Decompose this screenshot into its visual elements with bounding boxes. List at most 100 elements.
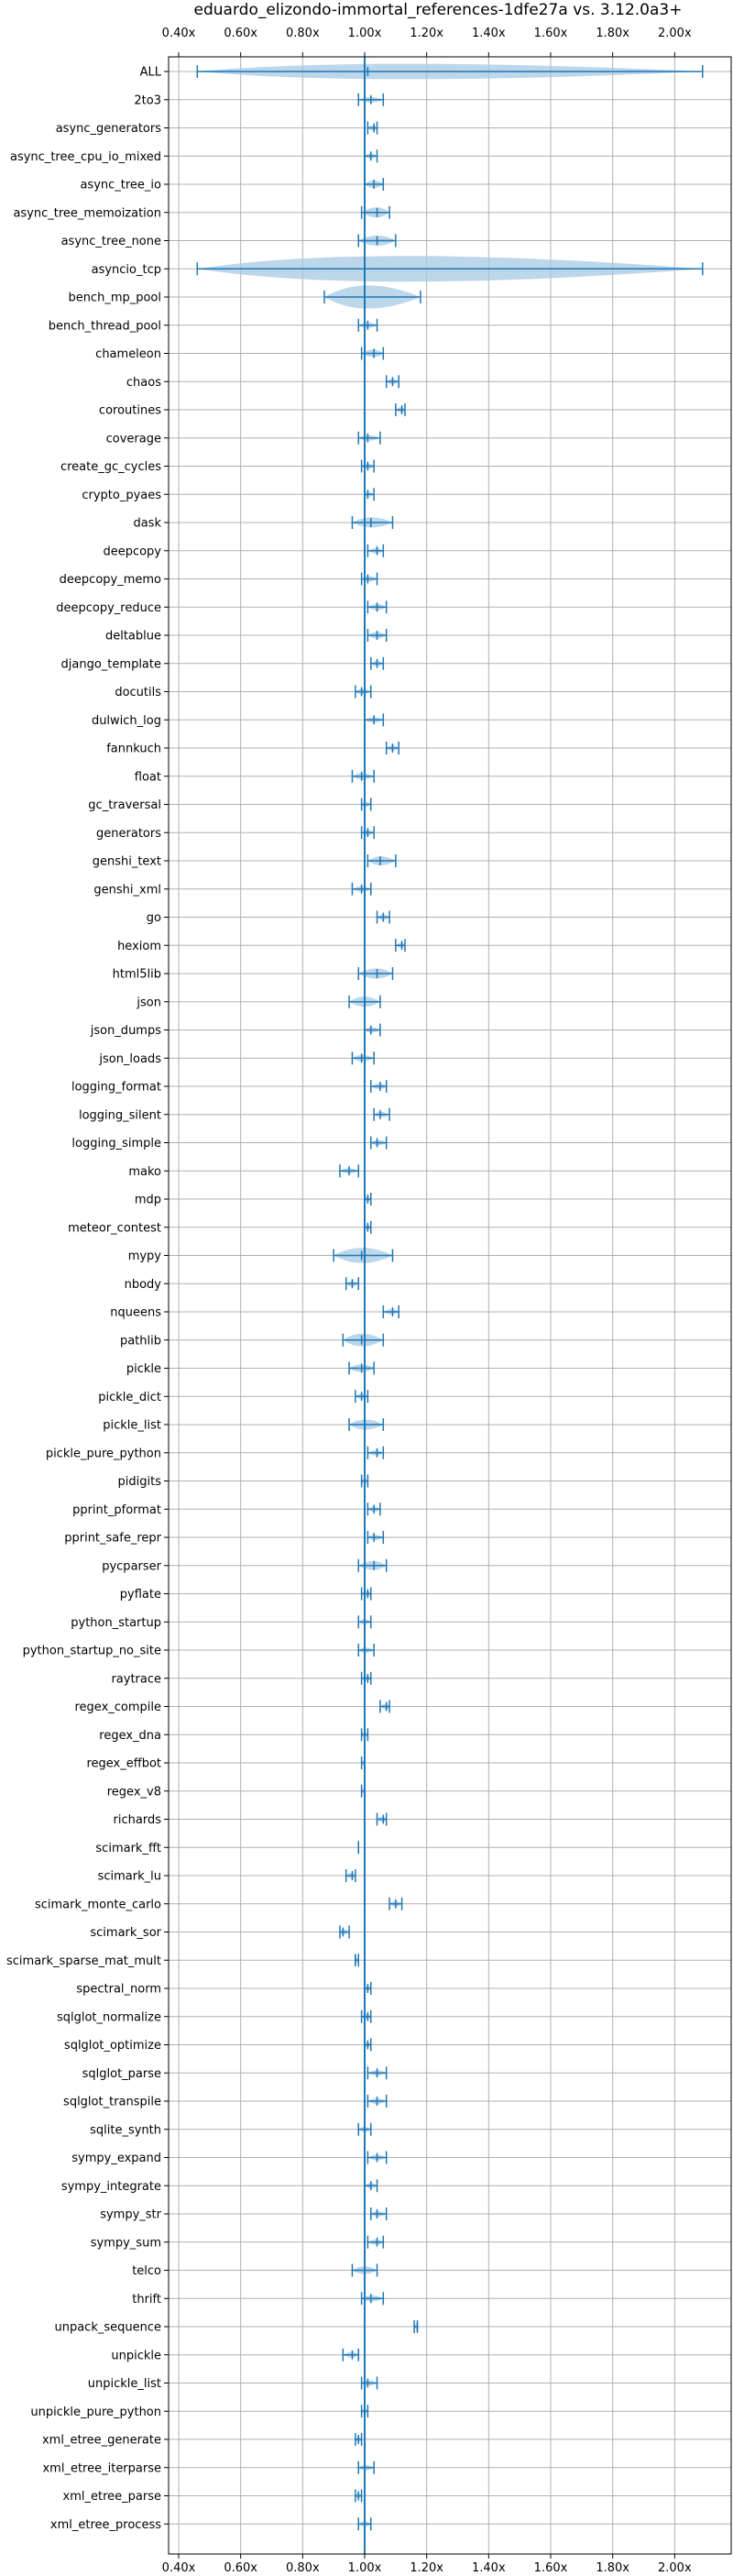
benchmark-label: scimark_monte_carlo <box>35 1898 161 1911</box>
violin-logging_format <box>370 1080 388 1093</box>
violin-unpack_sequence <box>413 2320 419 2333</box>
benchmark-label: pprint_safe_repr <box>64 1532 161 1546</box>
violin-thrift <box>360 2292 385 2306</box>
violin-pickle_dict <box>355 1390 369 1404</box>
x-grid <box>178 57 675 2554</box>
violin-sqlglot_transpile <box>366 2095 388 2108</box>
violin-bench_mp_pool <box>323 285 421 309</box>
benchmark-label: meteor_contest <box>68 1221 161 1235</box>
benchmark-label: sympy_str <box>100 2208 161 2222</box>
benchmark-label: 2to3 <box>134 94 161 107</box>
benchmark-label: deepcopy_reduce <box>56 601 161 615</box>
benchmark-label: pickle_pure_python <box>46 1447 161 1460</box>
benchmark-label: sqlglot_normalize <box>57 2010 161 2024</box>
x-tick-label-bottom: 1.00x <box>348 2561 382 2575</box>
benchmark-label: python_startup <box>71 1616 161 1630</box>
benchmark-label: sqlite_synth <box>90 2123 161 2137</box>
benchmark-label: chaos <box>126 376 161 390</box>
benchmark-label: logging_simple <box>71 1137 161 1150</box>
violin-float <box>351 769 375 783</box>
violin-xml_etree_generate <box>355 2433 363 2446</box>
violin-dask <box>351 516 394 529</box>
violin-async_tree_memoization <box>360 205 390 219</box>
benchmark-label: genshi_text <box>93 855 161 869</box>
benchmark-label: deltablue <box>105 630 161 644</box>
violin-richards <box>376 1812 388 1826</box>
y-axis: ALL 2to3 async_generators async_tree_cpu_io… <box>6 66 169 2532</box>
violin-crypto_pyaes <box>364 488 375 501</box>
x-tick-label-bottom: 0.60x <box>224 2561 257 2575</box>
benchmark-label: generators <box>96 827 161 841</box>
benchmark-label: sqlglot_transpile <box>63 2096 161 2109</box>
violin-mdp <box>364 1193 372 1205</box>
violin-coroutines <box>395 403 406 416</box>
violin-gc_traversal <box>360 798 372 811</box>
benchmark-label: unpack_sequence <box>54 2321 161 2335</box>
benchmark-label: pidigits <box>118 1475 162 1489</box>
benchmark-label: unpickle_list <box>88 2377 161 2391</box>
violin-go <box>376 910 390 924</box>
violin-deepcopy_reduce <box>366 600 388 614</box>
violin-sqlglot_optimize <box>364 2038 372 2052</box>
violin-html5lib <box>357 967 394 980</box>
benchmark-label: json_dumps <box>90 1024 161 1038</box>
benchmark-label: xml_etree_iterparse <box>42 2461 161 2475</box>
benchmark-label: async_tree_cpu_io_mixed <box>10 150 161 164</box>
violin-deepcopy <box>366 544 385 557</box>
violin-genshi_text <box>366 854 397 867</box>
benchmark-label: django_template <box>61 657 161 671</box>
violin-nqueens <box>382 1305 399 1318</box>
violin-chameleon <box>360 347 385 360</box>
violin-genshi_xml <box>351 882 372 896</box>
benchmark-label: bench_mp_pool <box>68 292 161 305</box>
violin-coverage <box>357 431 381 445</box>
x-axis-bottom: 0.40x 0.60x 0.80x 1.00x 1.20x 1.40x 1.60x 1.80x… <box>162 2554 692 2575</box>
benchmark-label: spectral_norm <box>76 1983 161 1997</box>
benchmark-label: bench_thread_pool <box>49 319 161 333</box>
violin-json_loads <box>351 1051 375 1065</box>
benchmark-label: xml_etree_process <box>50 2518 161 2532</box>
benchmark-label: unpickle_pure_python <box>30 2405 161 2419</box>
benchmark-label: go <box>147 911 161 925</box>
violin-sympy_expand <box>366 2151 388 2164</box>
violin-scimark_monte_carlo <box>388 1897 403 1910</box>
violin-sqlglot_parse <box>366 2066 388 2080</box>
benchmark-label: json_loads <box>98 1052 161 1066</box>
violin-dulwich_log <box>364 713 385 727</box>
violin-asyncio_tcp <box>196 256 704 282</box>
benchmark-label: sympy_sum <box>91 2236 161 2250</box>
benchmark-label: float <box>135 770 161 784</box>
benchmark-label: raytrace <box>111 1672 161 1686</box>
benchmark-label: html5lib <box>113 968 161 982</box>
violin-ALL <box>196 63 704 80</box>
violin-2to3 <box>357 93 385 106</box>
benchmark-label: mako <box>128 1165 161 1179</box>
violin-sympy_sum <box>366 2235 385 2249</box>
benchmark-label: scimark_fft <box>95 1842 161 1855</box>
violin-json_dumps <box>364 1023 381 1037</box>
benchmark-label: mdp <box>135 1194 161 1207</box>
violin-unpickle <box>342 2348 359 2361</box>
benchmark-label: xml_etree_parse <box>63 2490 161 2504</box>
x-tick-label-top: 0.40x <box>162 27 196 40</box>
benchmark-label: pickle <box>126 1362 161 1376</box>
x-axis-top: 0.40x 0.60x 0.80x 1.00x 1.20x 1.40x 1.60x 1.80x… <box>162 27 692 57</box>
x-tick-label-top: 1.80x <box>596 27 629 40</box>
benchmark-label: nqueens <box>110 1306 161 1320</box>
benchmark-label: deepcopy_memo <box>60 573 161 587</box>
benchmark-label: sqlglot_parse <box>82 2067 161 2081</box>
violin-nbody <box>345 1277 359 1291</box>
benchmark-label: sympy_integrate <box>61 2180 161 2194</box>
benchmark-label: regex_compile <box>74 1701 161 1714</box>
x-tick-label-top: 1.00x <box>348 27 382 40</box>
chart-title: eduardo_elizondo-immortal_references-1df… <box>194 1 683 19</box>
benchmark-label: thrift <box>132 2293 161 2306</box>
x-tick-label-top: 1.40x <box>472 27 506 40</box>
benchmark-label: chameleon <box>95 347 161 361</box>
benchmark-label: logging_silent <box>79 1108 161 1122</box>
violin-raytrace <box>360 1671 372 1685</box>
violin-python_startup_no_site <box>357 1644 375 1657</box>
benchmark-label: logging_format <box>71 1081 161 1095</box>
violin-chaos <box>385 375 399 389</box>
benchmark-label: regex_effbot <box>86 1757 161 1771</box>
